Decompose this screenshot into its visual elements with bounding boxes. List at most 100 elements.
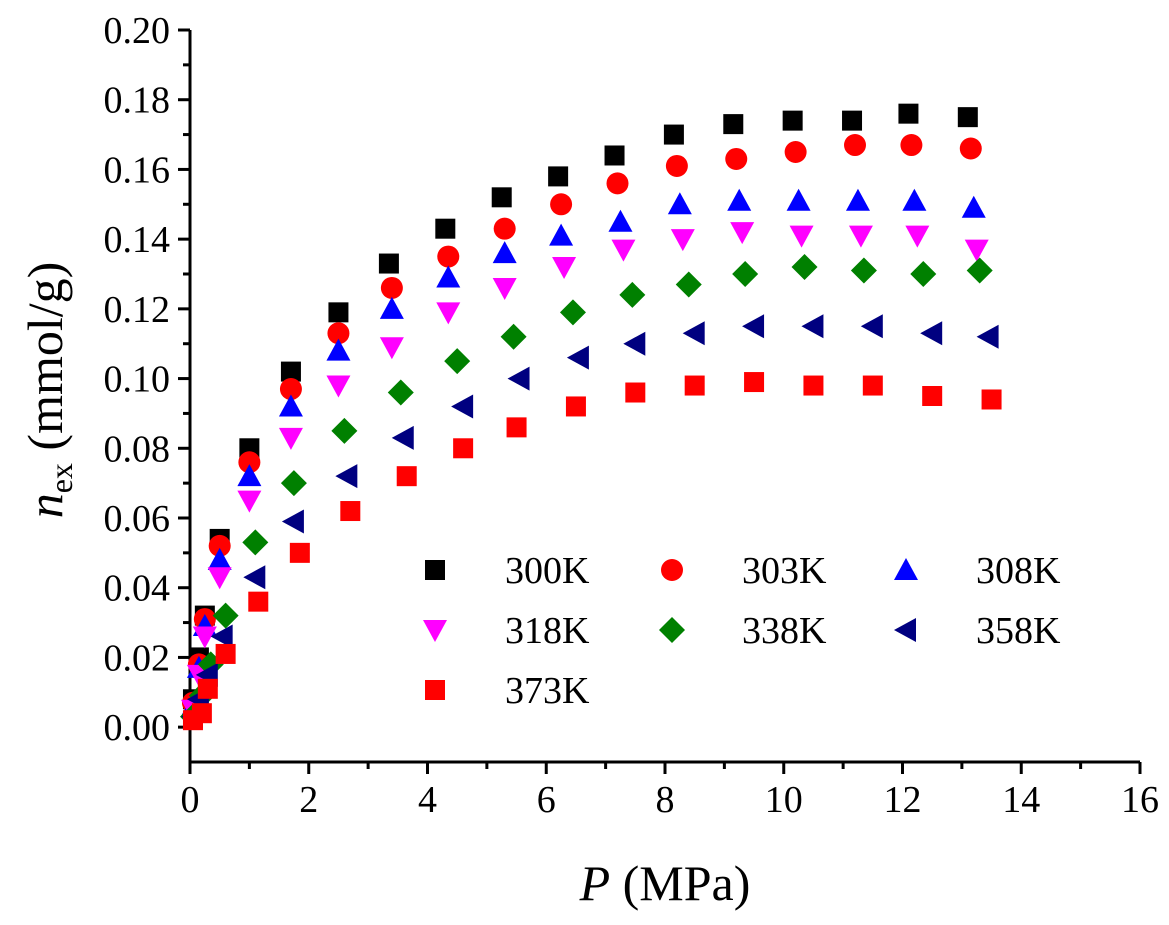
y-tick-label: 0.02 [104,637,171,679]
legend-item: 318K [423,610,590,652]
data-point [243,565,266,590]
data-point [444,348,471,375]
data-point [845,188,870,211]
y-tick-label: 0.14 [104,219,171,261]
data-point [238,451,261,474]
y-axis-title: nex (mmol/g) [17,262,79,519]
data-point [453,438,474,459]
data-point [727,188,752,211]
legend-marker [425,560,445,580]
data-point [786,188,811,211]
legend-label: 373K [505,670,590,712]
data-point [684,375,705,396]
data-point [340,501,361,522]
data-point [784,141,807,163]
data-point [278,394,303,417]
data-point [379,296,404,319]
data-point [391,425,414,450]
data-point [380,276,403,299]
data-point [192,626,217,649]
data-point [207,547,232,570]
data-point [791,254,818,281]
data-point [326,375,351,398]
data-point [611,239,636,262]
data-point [207,567,232,590]
x-axis-var: P [579,855,611,911]
data-point [566,345,589,370]
data-point [625,382,646,403]
data-point [289,542,310,563]
y-tick-label: 0.08 [104,428,171,470]
data-point [565,396,586,417]
data-point [732,261,759,287]
legend-item: 373K [425,670,590,712]
y-tick-label: 0.00 [104,707,171,749]
data-point [387,379,414,406]
data-point [730,222,755,245]
data-point [619,281,646,308]
data-point [981,389,1002,410]
data-point [850,257,877,284]
legend-item: 300K [425,550,590,592]
data-point [500,323,527,350]
data-point [789,225,814,248]
x-tick-label: 10 [765,779,803,821]
y-tick-label: 0.04 [104,568,171,610]
data-point [920,321,943,346]
data-point [902,188,927,211]
data-point [279,378,302,401]
data-point [604,145,625,166]
y-tick-label: 0.10 [104,359,171,401]
x-tick-label: 6 [537,779,556,821]
legend-item: 338K [659,610,827,652]
data-point [197,678,218,699]
legend-label: 338K [742,610,827,652]
data-point [910,261,937,287]
data-point [281,509,304,534]
data-point [922,386,943,406]
data-point [237,490,262,513]
data-point [396,466,417,487]
legend-label: 358K [976,610,1061,652]
data-point [782,110,803,131]
data-point [905,225,930,248]
legend-marker [425,680,445,700]
data-point [552,257,577,280]
data-point [559,299,586,326]
data-point [675,271,702,298]
legend-label: 318K [505,610,590,652]
data-point [437,245,460,268]
legend-label: 308K [976,550,1061,592]
data-point [493,217,516,240]
data-point [663,124,684,145]
data-point [900,134,923,157]
data-point [280,361,301,382]
y-tick-label: 0.20 [104,10,171,52]
x-tick-label: 14 [1002,779,1040,821]
legend-marker [894,618,916,642]
data-point [964,239,989,262]
data-point [803,375,824,396]
data-point [725,147,748,170]
data-point [451,394,474,419]
data-point [436,265,461,288]
legend-marker [894,558,918,580]
data-point [862,375,883,396]
data-point [608,209,633,232]
data-point [550,193,573,216]
legend-marker [423,620,447,642]
ticks: 0 2 4 6 8 10 12 14 16 0.00 0.02 0.04 0.06 0.08 0.10 0.1… [104,10,1160,821]
data-point [208,534,231,557]
data-point [327,322,350,345]
data-point [623,331,646,356]
data-point [436,302,461,325]
x-tick-label: 8 [656,779,675,821]
data-point [966,257,993,284]
x-tick-label: 2 [299,779,318,821]
data-point [435,218,456,239]
data-point [898,103,919,124]
data-point [548,166,569,187]
legend-item: 358K [894,610,1061,652]
y-tick-label: 0.12 [104,289,171,331]
